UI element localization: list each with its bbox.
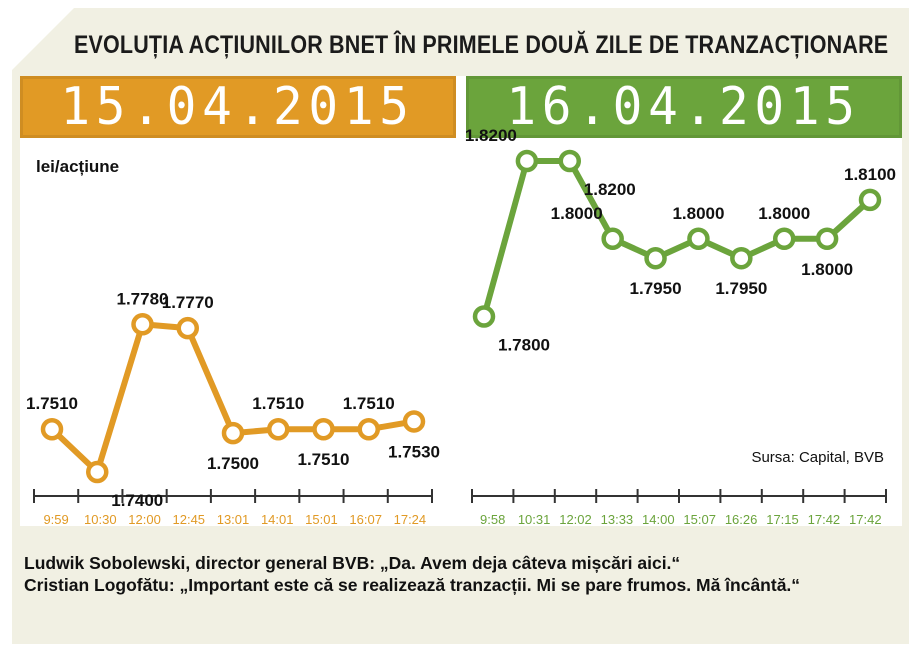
title-bar: EVOLUȚIA ACȚIUNILOR BNET ÎN PRIMELE DOUĂ…: [12, 24, 909, 66]
data-point: [772, 227, 796, 250]
data-point: [687, 227, 710, 250]
data-point: [86, 460, 109, 484]
date-header-day2: 16.04.2015: [466, 76, 902, 138]
data-label: 1.7950: [630, 279, 682, 298]
x-tick-label: 10:31: [518, 512, 551, 527]
folded-corner: [12, 8, 74, 70]
data-label: 1.8000: [672, 204, 724, 223]
data-label: 1.7780: [117, 289, 169, 308]
data-label: 1.7500: [207, 454, 259, 473]
data-point: [472, 305, 496, 328]
data-label: 1.7510: [252, 394, 304, 413]
data-point: [131, 313, 154, 336]
chart-title: EVOLUȚIA ACȚIUNILOR BNET ÎN PRIMELE DOUĂ…: [74, 30, 889, 59]
data-point: [558, 149, 582, 173]
data-label: 1.8100: [844, 165, 896, 184]
data-point: [40, 417, 64, 441]
data-label: 1.7770: [162, 293, 214, 312]
x-tick-label: 17:42: [849, 512, 882, 527]
x-tick-label: 14:00: [642, 512, 675, 527]
data-point: [357, 417, 380, 441]
date-day2: 16.04.2015: [506, 77, 862, 137]
x-tick-label: 10:30: [84, 512, 117, 527]
data-point: [858, 188, 882, 212]
x-tick-label: 12:02: [559, 512, 592, 527]
data-label: 1.8200: [584, 180, 636, 199]
quote-logofatu: Cristian Logofătu: „Important este că se…: [24, 575, 801, 595]
data-label: 1.7800: [498, 336, 550, 355]
data-label: 1.7510: [343, 394, 395, 413]
data-point: [730, 246, 753, 270]
x-tick-label: 13:33: [601, 512, 634, 527]
data-label: 1.7510: [298, 450, 350, 469]
x-tick-label: 12:00: [128, 512, 161, 527]
x-tick-label: 9:58: [480, 512, 505, 527]
data-point: [221, 421, 245, 445]
data-label: 1.8000: [551, 204, 603, 223]
x-tick-label: 17:15: [766, 512, 799, 527]
series-line-2: [481, 158, 873, 320]
x-tick-label: 15:07: [683, 512, 716, 527]
x-tick-label: 17:24: [394, 512, 427, 527]
x-tick-label: 12:45: [173, 512, 206, 527]
x-tick-label: 14:01: [261, 512, 294, 527]
data-point: [402, 410, 426, 433]
data-point: [515, 149, 539, 173]
data-point: [312, 417, 335, 441]
data-point: [815, 227, 839, 250]
data-label: 1.7400: [111, 491, 163, 510]
x-tick-label: 17:42: [808, 512, 841, 527]
data-label: 1.8200: [465, 126, 517, 145]
data-label: 1.7510: [26, 394, 78, 413]
chart-panel: [20, 76, 902, 526]
data-point: [644, 246, 667, 270]
data-label: 1.8000: [801, 260, 853, 279]
y-axis-unit-label: lei/acțiune: [36, 157, 119, 176]
date-day1: 15.04.2015: [60, 77, 416, 137]
source-note: Sursa: Capital, BVB: [751, 449, 884, 466]
x-tick-label: 16:26: [725, 512, 758, 527]
date-header-day1: 15.04.2015: [20, 76, 456, 138]
x-tick-label: 16:07: [349, 512, 382, 527]
x-tick-label: 13:01: [217, 512, 250, 527]
data-label: 1.7950: [715, 279, 767, 298]
x-tick-label: 9:59: [43, 512, 68, 527]
data-point: [176, 316, 199, 340]
quote-sobolewski: Ludwik Sobolewski, director general BVB:…: [24, 553, 681, 573]
data-label: 1.7530: [388, 442, 440, 461]
x-tick-label: 15:01: [305, 512, 338, 527]
data-point: [267, 417, 290, 441]
quote-caption: Ludwik Sobolewski, director general BVB:…: [24, 552, 894, 596]
data-point: [601, 227, 624, 250]
data-label: 1.8000: [758, 204, 810, 223]
